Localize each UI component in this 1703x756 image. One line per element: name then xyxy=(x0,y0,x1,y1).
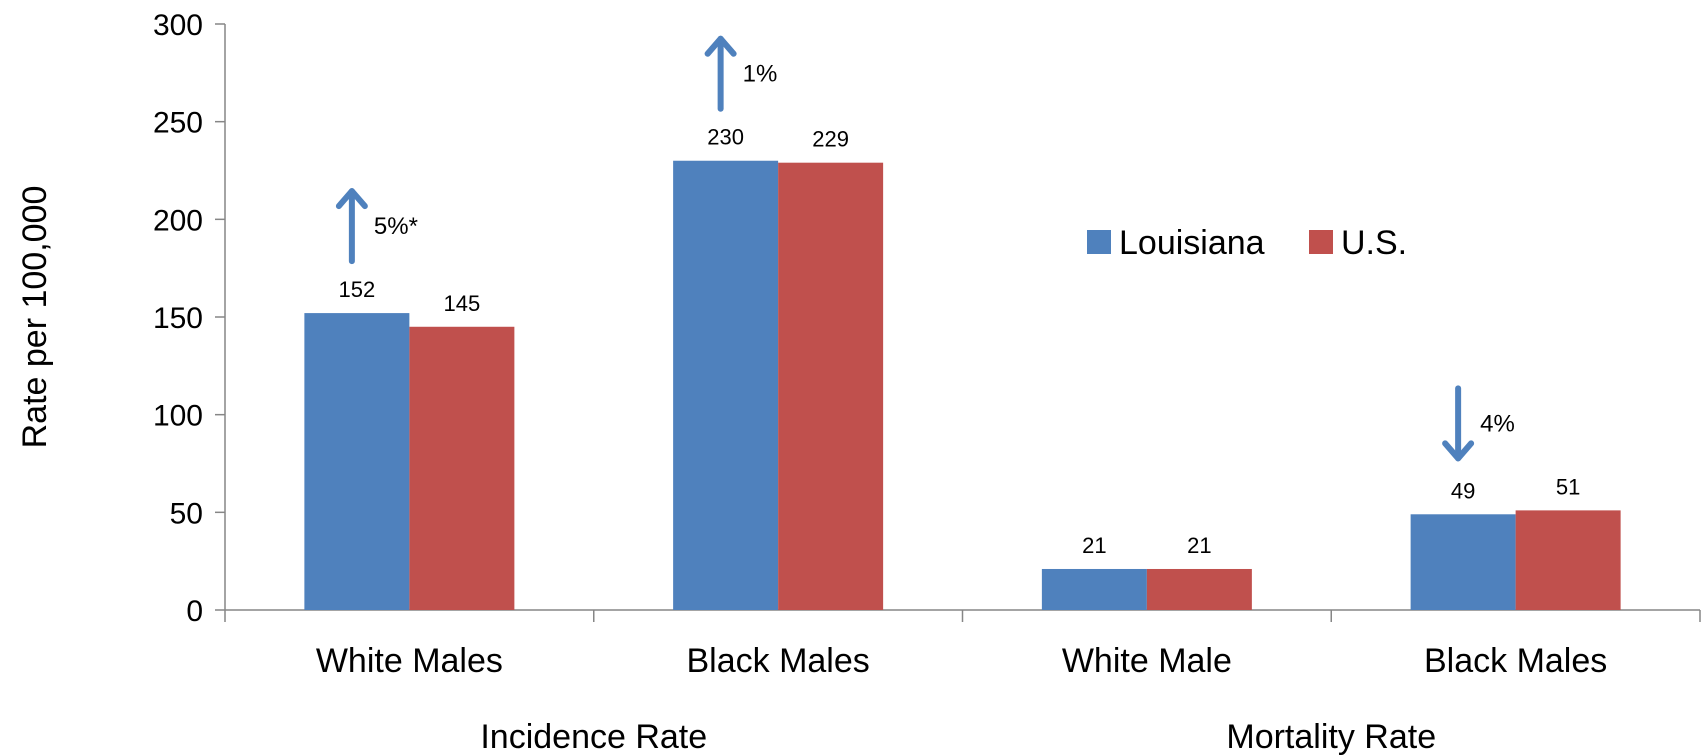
legend-swatch-louisiana xyxy=(1087,230,1111,254)
x-category-label: Black Males xyxy=(686,642,869,680)
x-group-label: Mortality Rate xyxy=(1226,718,1436,756)
bar-louisiana-2 xyxy=(1041,568,1147,610)
y-tick-label: 150 xyxy=(153,302,203,335)
legend-label: Louisiana xyxy=(1119,224,1265,262)
trend-arrow-up-icon xyxy=(335,188,368,265)
trend-annotation-label: 1% xyxy=(743,61,778,88)
trend-arrow-down-icon xyxy=(1442,385,1475,462)
y-tick-label: 250 xyxy=(153,107,203,140)
trend-annotation-label: 4% xyxy=(1480,410,1515,437)
data-label: 51 xyxy=(1556,474,1580,499)
x-category-label: Black Males xyxy=(1424,642,1607,680)
bar-us-3 xyxy=(1515,510,1621,610)
bar-us-0 xyxy=(409,326,515,610)
data-label: 229 xyxy=(812,127,849,152)
data-label: 21 xyxy=(1082,533,1106,558)
x-category-label: White Male xyxy=(1062,642,1232,680)
data-label: 230 xyxy=(707,125,744,150)
x-category-label: White Males xyxy=(316,642,503,680)
y-tick-label: 0 xyxy=(186,595,203,628)
trend-arrow-up-icon xyxy=(704,35,737,112)
bar-louisiana-3 xyxy=(1410,514,1516,610)
trend-annotation-label: 5%* xyxy=(374,213,418,240)
bar-us-1 xyxy=(778,162,884,611)
data-label: 145 xyxy=(444,291,481,316)
x-group-label: Incidence Rate xyxy=(480,718,707,756)
data-label: 49 xyxy=(1451,478,1475,503)
bar-louisiana-1 xyxy=(673,160,779,610)
data-label: 152 xyxy=(339,277,376,302)
legend-swatch-us xyxy=(1309,230,1333,254)
y-axis-title: Rate per 100,000 xyxy=(16,186,54,449)
data-label: 21 xyxy=(1187,533,1211,558)
bar-louisiana-0 xyxy=(304,313,410,610)
legend-label: U.S. xyxy=(1341,224,1407,262)
y-tick-label: 100 xyxy=(153,400,203,433)
y-tick-label: 300 xyxy=(153,9,203,42)
y-tick-label: 50 xyxy=(170,497,203,530)
bar-us-2 xyxy=(1146,568,1252,610)
y-tick-label: 200 xyxy=(153,204,203,237)
